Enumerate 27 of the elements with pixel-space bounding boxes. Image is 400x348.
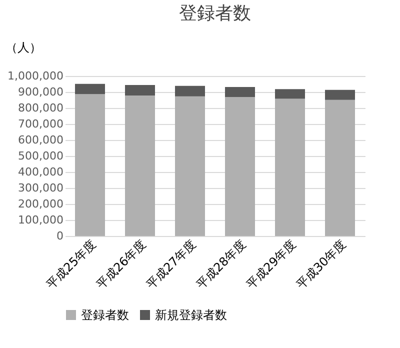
y-tick-label: 100,000 bbox=[18, 214, 64, 226]
y-tick-label: 700,000 bbox=[18, 118, 64, 130]
bar bbox=[175, 96, 205, 236]
bar bbox=[75, 94, 105, 236]
bar bbox=[325, 90, 355, 100]
y-tick-label: 1,000,000 bbox=[8, 70, 64, 82]
y-tick-label: 200,000 bbox=[18, 198, 64, 210]
y-tick-label: 600,000 bbox=[18, 134, 64, 146]
bar bbox=[325, 100, 355, 236]
y-tick-label: 900,000 bbox=[18, 86, 64, 98]
y-tick-label: 500,000 bbox=[18, 150, 64, 162]
bar bbox=[225, 96, 255, 236]
bar bbox=[75, 84, 105, 94]
legend-label: 新規登録者数 bbox=[155, 308, 227, 322]
y-tick-label: 0 bbox=[56, 230, 64, 242]
y-axis-title: （人） bbox=[6, 40, 42, 54]
y-tick-label: 300,000 bbox=[18, 182, 64, 194]
chart-title: 登録者数 bbox=[179, 3, 251, 24]
y-tick-label: 400,000 bbox=[18, 166, 64, 178]
legend-label: 登録者数 bbox=[81, 308, 129, 322]
bar bbox=[175, 86, 205, 96]
bar bbox=[225, 87, 255, 97]
bar bbox=[275, 98, 305, 236]
y-tick-label: 800,000 bbox=[18, 102, 64, 114]
bar bbox=[275, 89, 305, 99]
bar bbox=[125, 84, 155, 96]
bar bbox=[125, 96, 155, 236]
